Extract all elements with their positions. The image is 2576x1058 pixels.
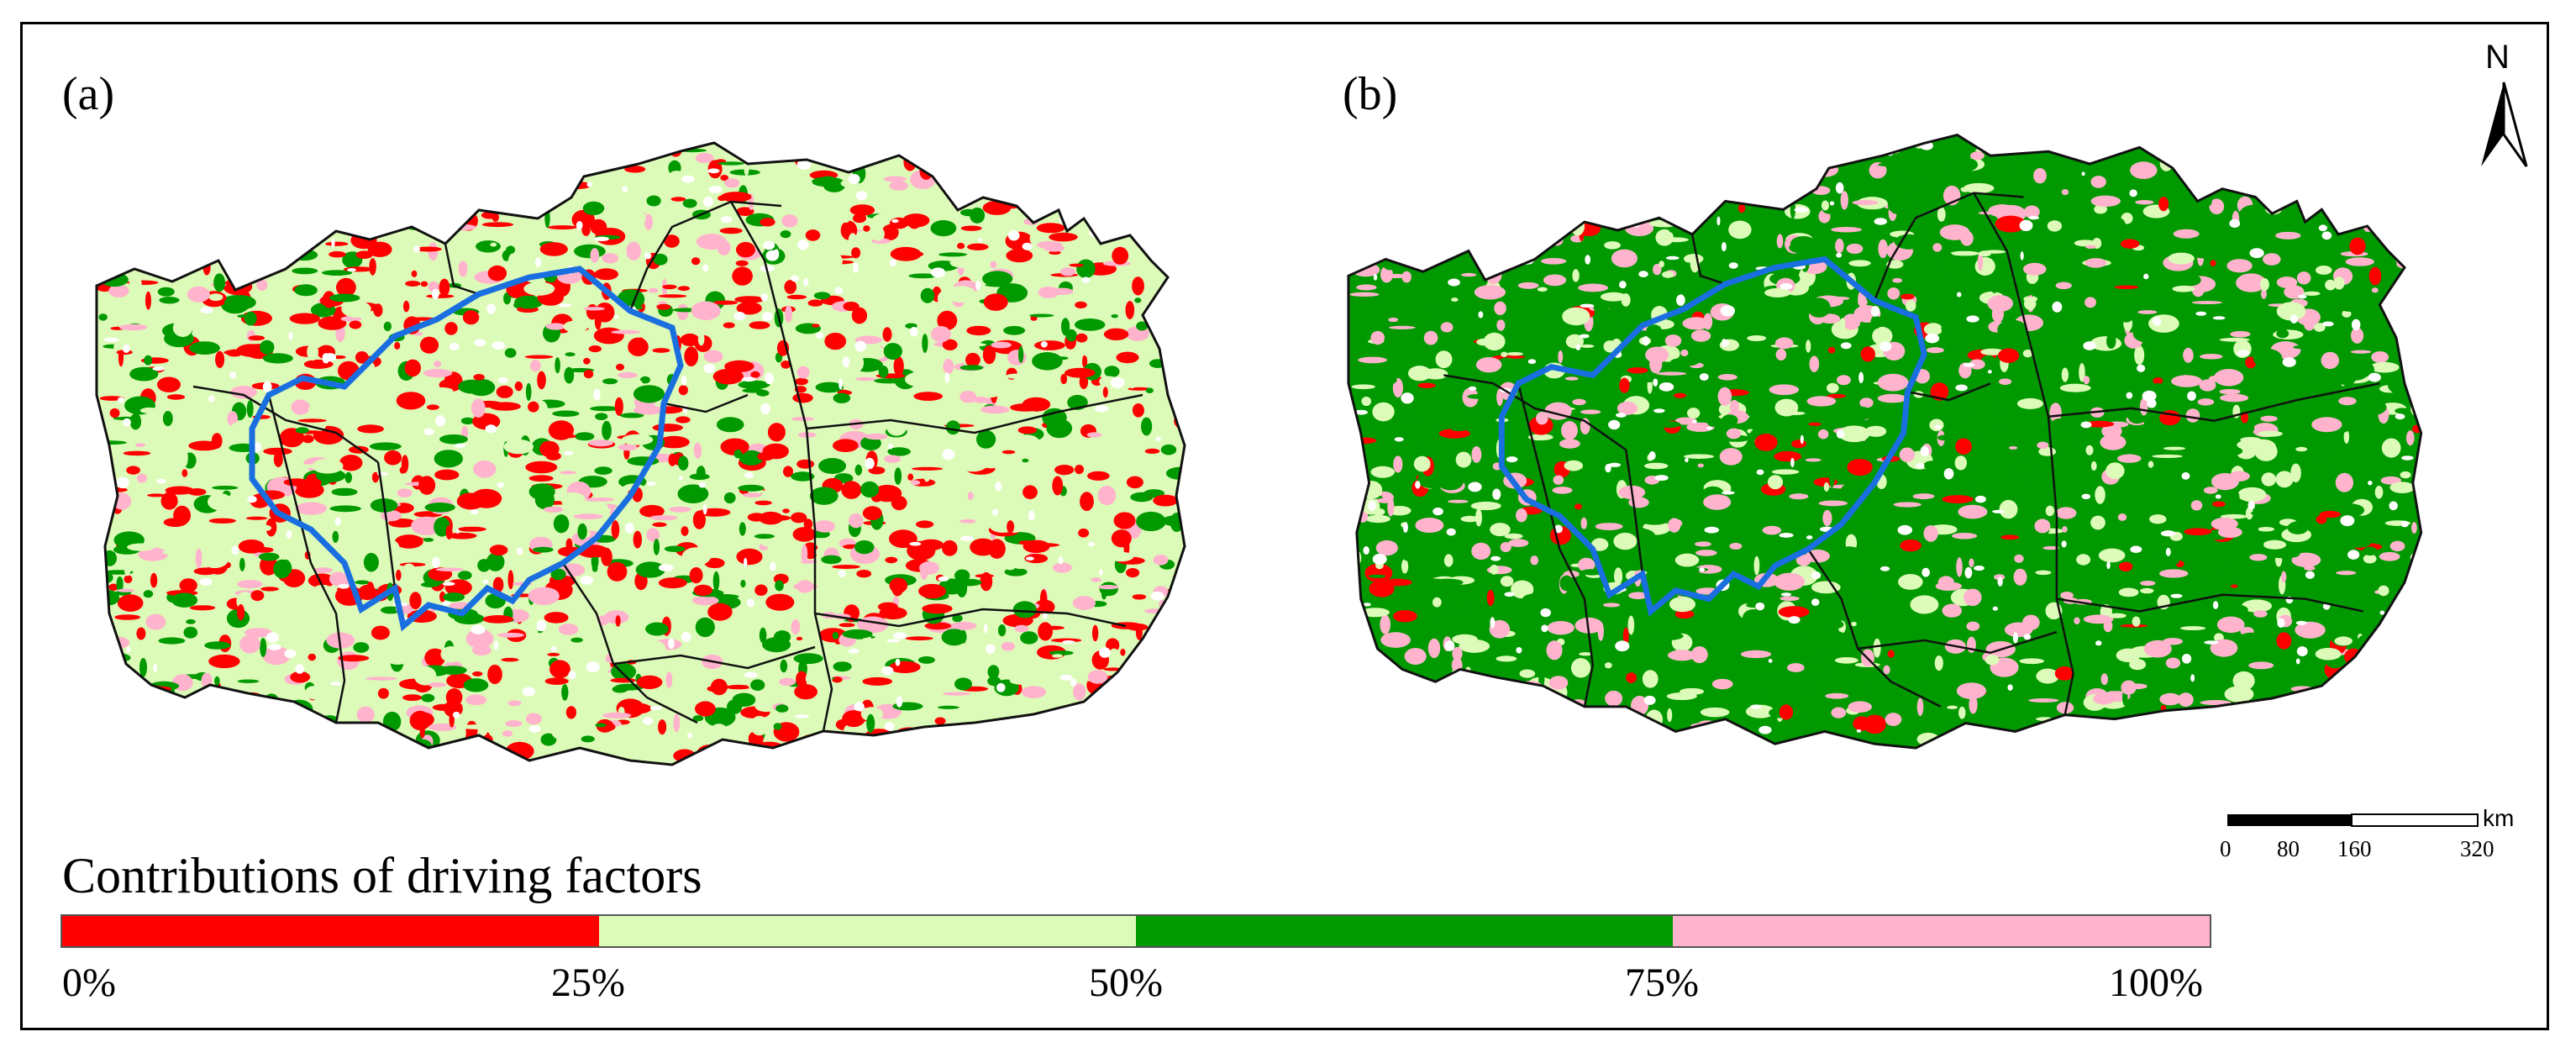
legend-segment-25-50 (599, 916, 1136, 946)
legend-tick: 50% (1089, 961, 1163, 1005)
legend-segment-75-100 (1673, 916, 2210, 946)
scale-bar (2227, 813, 2479, 827)
province-boundary (1690, 234, 1726, 286)
map-b-province-boundaries (1443, 192, 2380, 715)
province-boundary (628, 200, 782, 312)
province-boundary (612, 645, 816, 670)
map-b-outline (1347, 133, 2423, 750)
province-boundary (814, 608, 1127, 628)
map-b-highlight-boundary (1498, 255, 1927, 617)
province-boundary (1973, 192, 2074, 715)
province-boundary (192, 385, 379, 464)
province-boundary (663, 393, 749, 413)
legend-title: Contributions of driving factors (62, 848, 702, 903)
province-boundary (2056, 593, 2363, 613)
legend-color-bar (60, 914, 2211, 948)
legend-tick: 0% (62, 961, 116, 1005)
province-boundary (2048, 382, 2380, 422)
map-panel-b (1347, 133, 2423, 750)
province-boundary (1443, 374, 1627, 451)
figure-frame (20, 22, 2549, 1030)
scale-tick: 80 (2277, 836, 2300, 861)
scale-tick: 0 (2220, 836, 2232, 861)
north-arrow-icon (2481, 82, 2528, 167)
province-boundary (1858, 630, 2058, 655)
province-boundary (1517, 383, 1595, 708)
legend-segment-0-25 (62, 916, 599, 946)
province-boundary (1907, 382, 1991, 402)
legend-tick: 25% (551, 961, 625, 1005)
panel-label-a: (a) (62, 68, 115, 120)
panel-label-b: (b) (1343, 68, 1398, 120)
province-boundary (1624, 450, 1644, 575)
map-a-province-boundaries (192, 200, 1143, 732)
province-boundary (376, 461, 397, 589)
north-arrow-letter: N (2485, 39, 2510, 76)
province-boundary (806, 393, 1143, 434)
scale-tick: 160 (2337, 836, 2372, 861)
province-boundary (267, 394, 346, 724)
province-boundary (444, 243, 480, 296)
legend-tick: 75% (1625, 961, 1699, 1005)
map-panel-a (95, 141, 1186, 766)
province-boundary (729, 201, 833, 732)
map-b-raster (1348, 134, 2421, 749)
legend-tick: 100% (2109, 961, 2203, 1005)
map-a-highlight-boundary (249, 266, 684, 632)
map-a-outline (95, 141, 1186, 766)
scale-tick: 320 (2460, 836, 2495, 861)
legend-segment-50-75 (1136, 916, 1673, 946)
scale-unit: km (2483, 805, 2515, 831)
province-boundary (1873, 192, 2024, 302)
